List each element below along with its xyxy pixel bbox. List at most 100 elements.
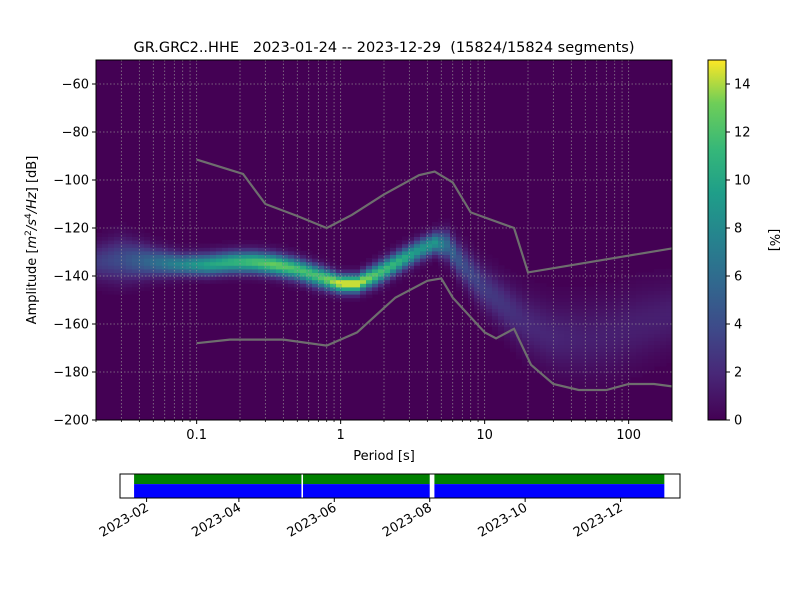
heatmap-cell: [228, 276, 235, 281]
heatmap-cell: [486, 322, 493, 327]
heatmap-cell: [144, 286, 151, 291]
heatmap-cell: [198, 243, 205, 248]
heatmap-cell: [564, 384, 571, 389]
heatmap-cell: [300, 279, 307, 284]
heatmap-cell: [156, 247, 163, 252]
heatmap-cell: [612, 290, 619, 295]
heatmap-cell: [384, 254, 391, 259]
heatmap-cell: [108, 250, 115, 255]
heatmap-cell: [144, 283, 151, 288]
heatmap-cell: [576, 322, 583, 327]
heatmap-cell: [576, 333, 583, 338]
heatmap-cell: [120, 232, 127, 237]
heatmap-cell: [510, 297, 517, 302]
heatmap-cell: [624, 362, 631, 367]
heatmap-cell: [624, 312, 631, 317]
heatmap-cell: [126, 290, 133, 295]
colorbar-gradient: [707, 59, 727, 421]
heatmap-cell: [522, 319, 529, 324]
heatmap-cell: [186, 279, 193, 284]
heatmap-cell: [234, 240, 241, 245]
heatmap-cell: [390, 254, 397, 259]
heatmap-cell: [660, 308, 667, 313]
heatmap-cell: [492, 286, 499, 291]
heatmap-cell: [156, 265, 163, 270]
heatmap-cell: [570, 312, 577, 317]
heatmap-cell: [666, 308, 672, 313]
heatmap-cell: [600, 312, 607, 317]
heatmap-cell: [156, 243, 163, 248]
heatmap-cell: [228, 279, 235, 284]
heatmap-cell: [132, 243, 139, 248]
heatmap-cell: [402, 250, 409, 255]
heatmap-cell: [468, 240, 475, 245]
heatmap-cell: [636, 330, 643, 335]
heatmap-cell: [276, 254, 283, 259]
heatmap-cell: [552, 337, 559, 342]
heatmap-cell: [624, 366, 631, 371]
heatmap-cell: [540, 344, 547, 349]
heatmap-cell: [636, 319, 643, 324]
heatmap-cell: [240, 240, 247, 245]
heatmap-cell: [540, 283, 547, 288]
heatmap-cell: [516, 355, 523, 360]
heatmap-cell: [624, 340, 631, 345]
heatmap-cell: [618, 294, 625, 299]
heatmap-cell: [612, 315, 619, 320]
heatmap-cell: [654, 315, 661, 320]
heatmap-cell: [654, 290, 661, 295]
heatmap-cell: [156, 261, 163, 266]
heatmap-cell: [264, 254, 271, 259]
heatmap-cell: [558, 294, 565, 299]
heatmap-cell: [168, 272, 175, 277]
heatmap-cell: [642, 272, 649, 277]
heatmap-cell: [558, 326, 565, 331]
heatmap-cell: [540, 294, 547, 299]
heatmap-cell: [648, 330, 655, 335]
heatmap-cell: [648, 283, 655, 288]
heatmap-cell: [618, 301, 625, 306]
heatmap-cell: [654, 304, 661, 309]
heatmap-cell: [594, 330, 601, 335]
heatmap-cell: [180, 258, 187, 263]
heatmap-cell: [540, 369, 547, 374]
heatmap-cell: [480, 254, 487, 259]
heatmap-cell: [612, 362, 619, 367]
heatmap-cell: [594, 304, 601, 309]
heatmap-cell: [330, 290, 337, 295]
heatmap-cell: [336, 290, 343, 295]
heatmap-cell: [138, 272, 145, 277]
heatmap-cell: [564, 351, 571, 356]
heatmap-cell: [408, 258, 415, 263]
heatmap-cell: [600, 315, 607, 320]
heatmap-cell: [498, 312, 505, 317]
heatmap-cell: [522, 312, 529, 317]
heatmap-cell: [618, 297, 625, 302]
heatmap-cell: [576, 366, 583, 371]
heatmap-cell: [222, 250, 229, 255]
heatmap-cell: [534, 294, 541, 299]
heatmap-cell: [654, 272, 661, 277]
heatmap-cell: [624, 355, 631, 360]
timeline-segment-bottom: [434, 484, 665, 498]
heatmap-cell: [306, 258, 313, 263]
timeline-ticks: 2023-02 2023-04 2023-06 2023-08 2023-10 2023-…: [97, 498, 626, 541]
heatmap-cell: [552, 362, 559, 367]
heatmap-cell: [108, 290, 115, 295]
heatmap-cell: [546, 348, 553, 353]
heatmap-cell: [252, 265, 259, 270]
heatmap-cell: [438, 218, 445, 223]
heatmap-cell: [528, 279, 535, 284]
heatmap-cell: [600, 351, 607, 356]
data-availability-timeline: 2023-02 2023-04 2023-06 2023-08 2023-10 2023-…: [97, 473, 681, 541]
heatmap-cell: [252, 279, 259, 284]
heatmap-cell: [132, 268, 139, 273]
heatmap-cell: [174, 272, 181, 277]
heatmap-cell: [498, 265, 505, 270]
heatmap-cell: [648, 344, 655, 349]
heatmap-cell: [204, 261, 211, 266]
heatmap-cell: [618, 322, 625, 327]
heatmap-cell: [456, 286, 463, 291]
heatmap-cell: [360, 276, 367, 281]
heatmap-cell: [510, 330, 517, 335]
